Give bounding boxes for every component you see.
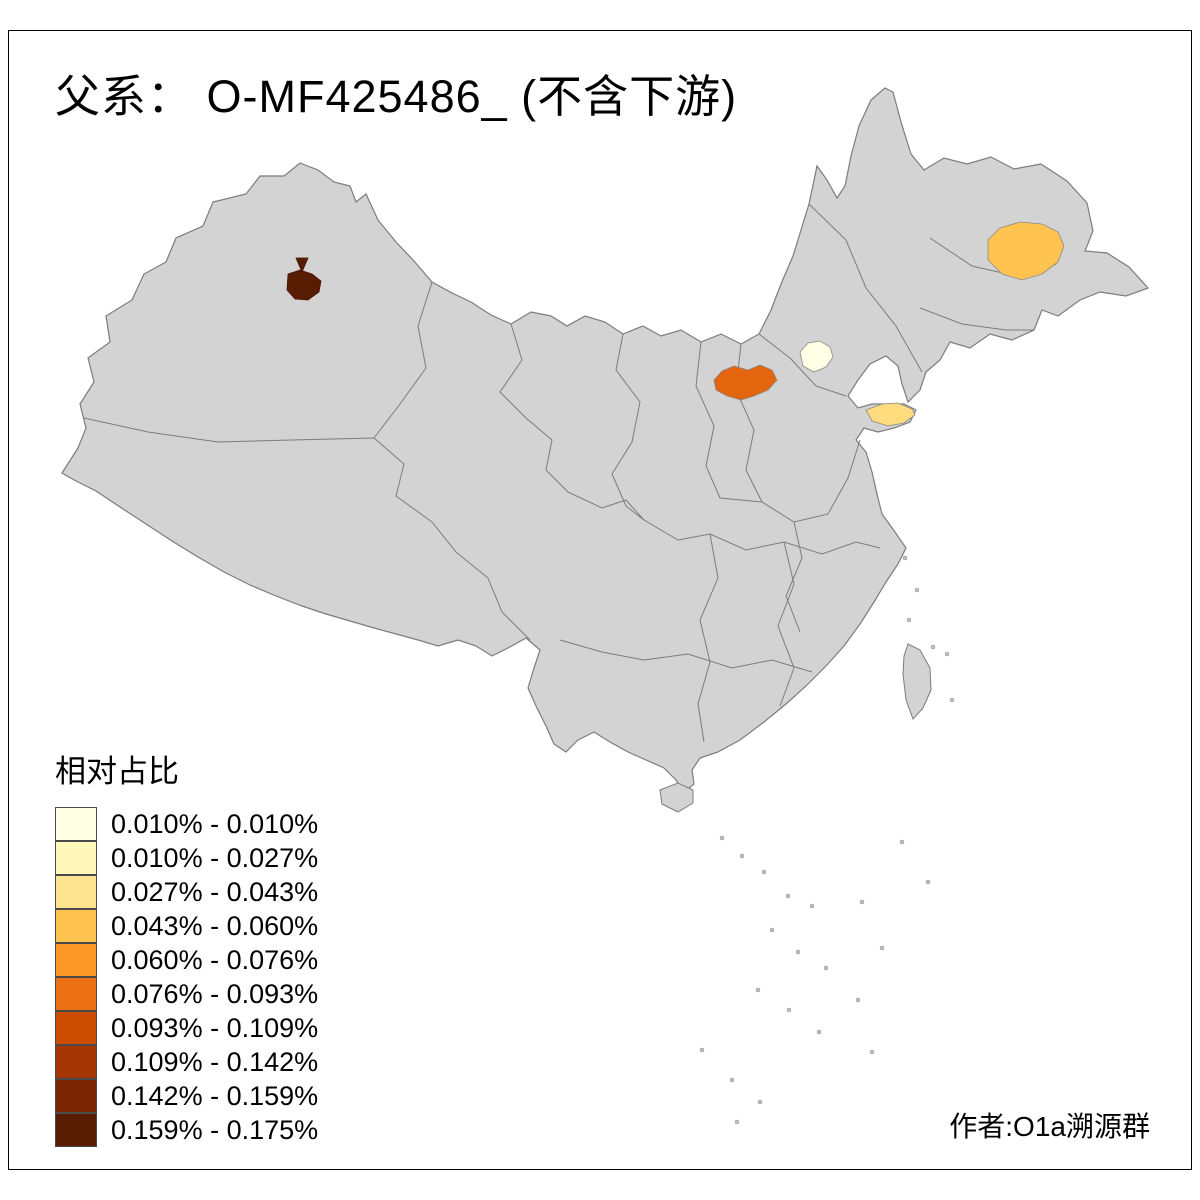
legend-label: 0.076% - 0.093% [111,979,319,1009]
legend-swatch [55,841,97,875]
legend-row: 0.093% - 0.109% [55,1011,318,1045]
legend-swatch [55,1011,97,1045]
legend-row: 0.109% - 0.142% [55,1045,318,1079]
legend-label: 0.060% - 0.076% [111,945,319,975]
legend-row: 0.027% - 0.043% [55,875,318,909]
legend-swatch [55,807,97,841]
legend-title: 相对占比 [55,754,179,789]
region-beijing-highlight [799,340,834,373]
province-borders [83,203,1057,743]
legend-row: 0.010% - 0.027% [55,841,318,875]
legend-label: 0.142% - 0.159% [111,1081,319,1111]
legend-label: 0.159% - 0.175% [111,1115,319,1145]
legend-swatch [55,1079,97,1113]
legend-row: 0.142% - 0.159% [55,1079,318,1113]
region-heilongjiang-highlight [987,221,1065,281]
hainan-island [659,782,694,813]
legend-label: 0.010% - 0.010% [111,809,319,839]
legend-swatch [55,1113,97,1147]
region-xinjiang-highlight [286,257,322,301]
legend-swatch [55,1045,97,1079]
legend-swatch [55,943,97,977]
legend-row: 0.060% - 0.076% [55,943,318,977]
legend-row: 0.043% - 0.060% [55,909,318,943]
legend-row: 0.159% - 0.175% [55,1113,318,1147]
small-islands [699,555,955,1125]
region-shandong-highlight [865,402,916,427]
legend-swatch [55,875,97,909]
legend-label: 0.027% - 0.043% [111,877,319,907]
taiwan-island [902,643,932,720]
legend-label: 0.043% - 0.060% [111,911,319,941]
legend-row: 0.076% - 0.093% [55,977,318,1011]
legend-label: 0.093% - 0.109% [111,1013,319,1043]
legend-swatch [55,909,97,943]
legend: 相对占比 0.010% - 0.010% 0.010% - 0.027% 0.0… [55,746,318,1147]
china-mainland-shape [61,87,1150,793]
legend-label: 0.109% - 0.142% [111,1047,319,1077]
attribution: 作者:O1a溯源群 [949,1111,1150,1142]
page-title: 父系： O-MF425486_ (不含下游) [55,71,738,122]
legend-row: 0.010% - 0.010% [55,807,318,841]
legend-swatch [55,977,97,1011]
region-shanxi-highlight [713,364,778,401]
legend-label: 0.010% - 0.027% [111,843,319,873]
